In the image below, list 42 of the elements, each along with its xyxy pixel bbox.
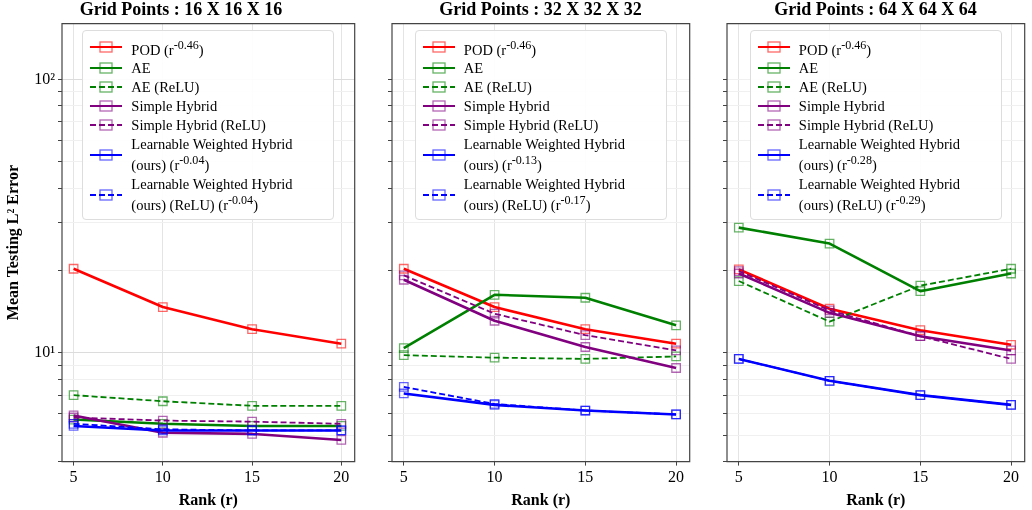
- x-axis-title: Rank (r): [511, 490, 571, 509]
- x-axis-title: Rank (r): [178, 490, 238, 509]
- x-tick-label: 20: [668, 468, 685, 486]
- x-tick-label: 20: [1003, 468, 1020, 486]
- y-tick-label: 10²: [34, 69, 56, 87]
- y-tick-label: 10¹: [34, 343, 56, 361]
- x-tick-label: 20: [333, 468, 350, 486]
- chart-title: Grid Points : 16 X 16 X 16: [79, 0, 283, 20]
- legend-label: AE (ReLU): [798, 79, 867, 96]
- legend-label: Learnable Weighted Hybrid (ours) (r$^{-0.04}$): [131, 136, 294, 174]
- chart-title: Grid Points : 64 X 64 X 64: [774, 0, 977, 20]
- legend-label: Learnable Weighted Hybrid (ours) (ReLU) (r$^{-0.04}$): [131, 176, 294, 214]
- x-tick-label: 15: [577, 468, 594, 486]
- legend-label: POD (r$^{-0.46}$): [463, 36, 537, 58]
- legend-label: Simple Hybrid (ReLU): [131, 117, 266, 134]
- x-tick-label: 15: [912, 468, 929, 486]
- legend-label: Simple Hybrid: [463, 98, 550, 115]
- legend-label: AE: [131, 60, 151, 77]
- legend-label: AE (ReLU): [463, 79, 532, 96]
- legend-label: Simple Hybrid (ReLU): [798, 117, 934, 134]
- x-tick-label: 10: [486, 468, 503, 486]
- legend-label: POD (r$^{-0.46}$): [798, 36, 872, 58]
- legend-label: POD (r$^{-0.46}$): [131, 36, 204, 58]
- x-tick-label: 10: [154, 468, 171, 486]
- x-tick-label: 15: [244, 468, 261, 486]
- legend-label: AE: [798, 60, 819, 77]
- y-axis-title: Mean Testing L² Error: [3, 165, 22, 321]
- legend-label: Learnable Weighted Hybrid (ours) (ReLU) (r$^{-0.17}$): [463, 176, 627, 214]
- legend-label: AE: [463, 60, 484, 77]
- x-tick-label: 10: [821, 468, 838, 486]
- legend-label: Learnable Weighted Hybrid (ours) (ReLU) (r$^{-0.29}$): [798, 176, 962, 214]
- legend-label: Simple Hybrid: [131, 98, 218, 115]
- legend-label: Simple Hybrid (ReLU): [463, 117, 599, 134]
- x-tick-label: 5: [69, 468, 78, 486]
- legend-label: AE (ReLU): [131, 79, 200, 96]
- x-tick-label: 5: [399, 468, 408, 486]
- x-axis-title: Rank (r): [846, 490, 906, 509]
- legend-label: Learnable Weighted Hybrid (ours) (r$^{-0.28}$): [798, 136, 962, 174]
- legend-label: Learnable Weighted Hybrid (ours) (r$^{-0.13}$): [463, 136, 627, 174]
- chart-title: Grid Points : 32 X 32 X 32: [439, 0, 642, 20]
- x-tick-label: 5: [734, 468, 743, 486]
- legend-label: Simple Hybrid: [798, 98, 885, 115]
